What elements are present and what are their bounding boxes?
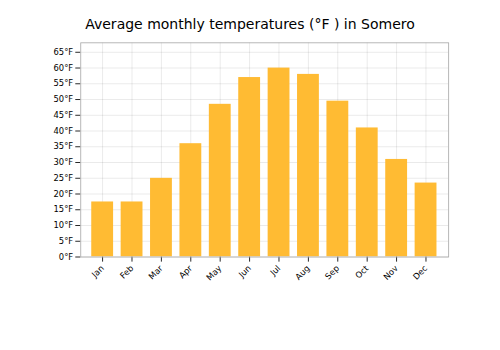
svg-text:Apr: Apr [177, 263, 195, 281]
svg-text:Jul: Jul [267, 263, 282, 278]
svg-text:Nov: Nov [381, 263, 400, 282]
svg-text:Jun: Jun [236, 263, 253, 280]
svg-text:40°F: 40°F [54, 126, 74, 136]
svg-text:65°F: 65°F [54, 47, 74, 57]
svg-text:60°F: 60°F [54, 63, 74, 73]
svg-text:45°F: 45°F [54, 110, 74, 120]
svg-text:Oct: Oct [353, 263, 371, 281]
svg-text:Dec: Dec [411, 263, 430, 282]
html-text:Average monthly temperatures (: Average monthly temperatures (°F ) in So… [85, 16, 415, 32]
svg-text:Feb: Feb [118, 263, 136, 281]
svg-text:30°F: 30°F [54, 157, 74, 167]
svg-text:May: May [204, 263, 223, 282]
svg-text:35°F: 35°F [54, 141, 74, 151]
svg-text:Sep: Sep [323, 263, 341, 281]
svg-text:Mar: Mar [146, 263, 165, 282]
svg-text:50°F: 50°F [54, 94, 74, 104]
svg-text:20°F: 20°F [54, 189, 74, 199]
svg-text:10°F: 10°F [54, 220, 74, 230]
svg-text:15°F: 15°F [54, 204, 74, 214]
svg-text:Aug: Aug [293, 263, 312, 282]
svg-text:55°F: 55°F [54, 78, 74, 88]
svg-text:25°F: 25°F [54, 173, 74, 183]
svg-text:5°F: 5°F [59, 236, 74, 246]
svg-text:0°F: 0°F [59, 252, 74, 262]
svg-text:Jan: Jan [89, 263, 106, 280]
